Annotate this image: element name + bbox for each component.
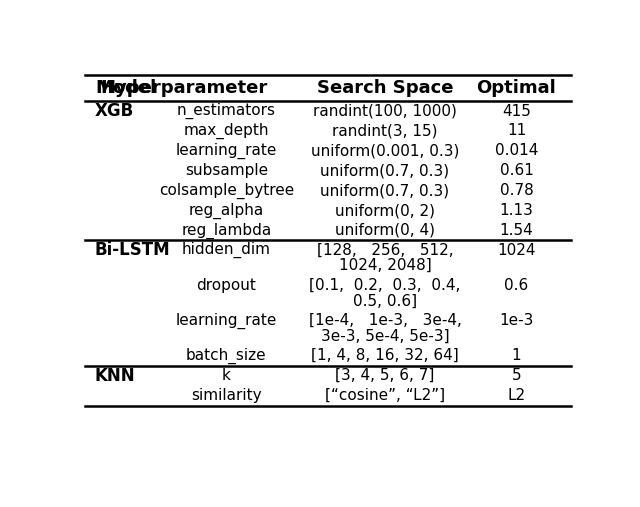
Text: hidden_dim: hidden_dim [182,242,271,259]
Text: learning_rate: learning_rate [175,312,277,329]
Text: uniform(0.7, 0.3): uniform(0.7, 0.3) [321,183,450,198]
Text: 415: 415 [502,103,531,119]
Text: [1, 4, 8, 16, 32, 64]: [1, 4, 8, 16, 32, 64] [311,348,459,364]
Text: 1.13: 1.13 [500,203,533,218]
Text: randint(100, 1000): randint(100, 1000) [313,103,457,119]
Text: 1.54: 1.54 [500,223,533,238]
Text: subsample: subsample [185,163,268,178]
Text: 0.5, 0.6]: 0.5, 0.6] [353,294,417,308]
Text: 1: 1 [511,348,522,364]
Text: n_estimators: n_estimators [177,103,276,119]
Text: 1024, 2048]: 1024, 2048] [339,258,431,273]
Text: 0.014: 0.014 [495,143,538,158]
Text: 1e-3: 1e-3 [499,313,534,328]
Text: similarity: similarity [191,388,262,403]
Text: Bi-LSTM: Bi-LSTM [95,241,170,259]
Text: k: k [222,368,231,383]
Text: 1024: 1024 [497,243,536,258]
Text: Search Space: Search Space [317,79,453,97]
Text: uniform(0.001, 0.3): uniform(0.001, 0.3) [311,143,460,158]
Text: randint(3, 15): randint(3, 15) [332,123,438,138]
Text: [“cosine”, “L2”]: [“cosine”, “L2”] [325,388,445,403]
Text: reg_alpha: reg_alpha [189,202,264,219]
Text: XGB: XGB [95,102,134,120]
Text: 3e-3, 5e-4, 5e-3]: 3e-3, 5e-4, 5e-3] [321,329,449,343]
Text: 0.61: 0.61 [500,163,533,178]
Text: 5: 5 [511,368,522,383]
Text: uniform(0, 4): uniform(0, 4) [335,223,435,238]
Text: [128,   256,   512,: [128, 256, 512, [317,243,453,258]
Text: reg_lambda: reg_lambda [181,223,271,239]
Text: Hyperparameter: Hyperparameter [100,79,268,97]
Text: uniform(0, 2): uniform(0, 2) [335,203,435,218]
Text: 0.6: 0.6 [504,278,529,293]
Text: learning_rate: learning_rate [175,143,277,159]
Text: Optimal: Optimal [477,79,556,97]
Text: batch_size: batch_size [186,348,267,364]
Text: [0.1,  0.2,  0.3,  0.4,: [0.1, 0.2, 0.3, 0.4, [309,278,461,293]
Text: [3, 4, 5, 6, 7]: [3, 4, 5, 6, 7] [335,368,435,383]
Text: 11: 11 [507,123,526,138]
Text: KNN: KNN [95,367,136,385]
Text: max_depth: max_depth [184,123,269,139]
Text: 0.78: 0.78 [500,183,533,198]
Text: uniform(0.7, 0.3): uniform(0.7, 0.3) [321,163,450,178]
Text: L2: L2 [508,388,525,403]
Text: Model: Model [95,79,156,97]
Text: colsample_bytree: colsample_bytree [159,183,294,199]
Text: dropout: dropout [196,278,256,293]
Text: [1e-4,   1e-3,   3e-4,: [1e-4, 1e-3, 3e-4, [308,313,461,328]
